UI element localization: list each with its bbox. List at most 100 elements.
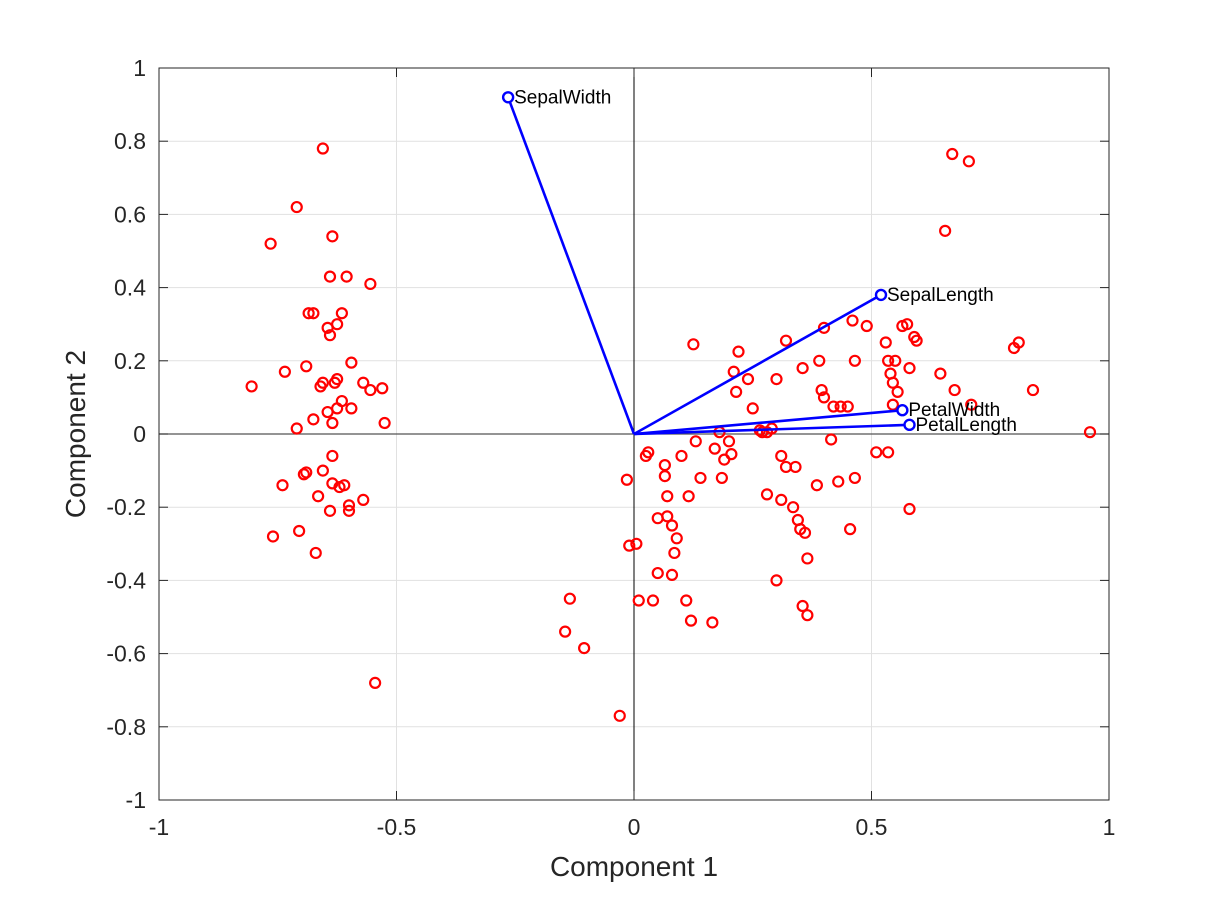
scatter-point (689, 435, 702, 448)
scatter-point (817, 321, 831, 334)
scatter-point (563, 592, 576, 605)
scatter-point (801, 609, 814, 622)
scatter-point (376, 382, 389, 395)
scatter-point (796, 362, 809, 375)
scatter-point (613, 709, 626, 722)
vector-line (633, 293, 882, 436)
y-tick-label: 0.2 (114, 348, 146, 374)
scatter-point (910, 334, 923, 347)
scatter-point (665, 519, 679, 532)
scatter-point (335, 394, 348, 408)
scatter-point (934, 367, 947, 380)
scatter-point (891, 385, 904, 399)
scatter-points (245, 142, 1097, 722)
scatter-point (326, 416, 339, 430)
y-tick-label: 0 (133, 421, 146, 447)
loading-vectors: SepalWidth SepalLength PetalWidthPetalLeng… (501, 87, 1017, 436)
scatter-point (715, 471, 728, 485)
x-axis-label: Component 1 (550, 851, 718, 882)
scatter-point (694, 471, 707, 485)
scatter-point (331, 318, 344, 331)
scatter-point (312, 490, 325, 503)
scatter-point (302, 307, 315, 320)
scatter-point (620, 473, 633, 486)
vector-endpoint-marker (874, 288, 888, 302)
scatter-point (632, 594, 645, 607)
scatter-point (307, 413, 320, 426)
vector-endpoint-marker (903, 418, 916, 432)
scatter-point (658, 469, 671, 483)
scatter-point (357, 376, 370, 389)
scatter-point (860, 319, 873, 333)
scatter-point (903, 502, 916, 516)
x-tick-labels: -1 -0.5 0 0.5 1 (149, 814, 1116, 840)
scatter-point (670, 532, 683, 545)
x-tick-label: -1 (149, 814, 169, 840)
scatter-point (345, 356, 358, 369)
scatter-point (651, 566, 664, 580)
scatter-point (779, 334, 793, 347)
y-tick-label: 0.8 (114, 128, 146, 154)
scatter-point (770, 574, 783, 587)
x-tick-label: 0.5 (856, 814, 888, 840)
scatter-point (939, 224, 952, 237)
scatter-point (708, 442, 721, 455)
scatter-point (630, 537, 643, 550)
scatter-point (338, 479, 351, 492)
scatter-point (316, 376, 329, 389)
scatter-point (770, 373, 783, 386)
scatter-point (300, 466, 313, 479)
scatter-point (962, 155, 975, 168)
scatter-point (675, 449, 688, 463)
scatter-point (732, 345, 745, 358)
scatter-point (886, 398, 899, 411)
scatter-point (300, 360, 313, 373)
scatter-point (706, 616, 719, 629)
scatter-point (848, 471, 861, 485)
scatter-point (323, 270, 337, 283)
scatter-point (787, 501, 800, 514)
axis-ticks (158, 67, 1110, 801)
y-tick-label: -0.6 (106, 641, 146, 667)
scatter-point (682, 490, 695, 503)
x-tick-label: 1 (1103, 814, 1116, 840)
scatter-point (335, 307, 348, 320)
scatter-point (886, 376, 899, 389)
scatter-point (668, 546, 681, 560)
scatter-point (870, 446, 883, 459)
scatter-point (342, 504, 356, 517)
scatter-point (342, 499, 356, 512)
scatter-point (665, 568, 679, 582)
scatter-point (323, 504, 337, 517)
scatter-point (789, 460, 802, 474)
scatter-point (326, 449, 339, 463)
scatter-point (378, 416, 391, 430)
scatter-point (364, 277, 377, 291)
scatter-point (832, 475, 845, 488)
scatter-point (661, 510, 674, 523)
scatter-point (725, 448, 738, 461)
scatter-point (323, 329, 337, 342)
vector-label: PetalWidth (908, 400, 1000, 421)
x-tick-label: 0 (628, 814, 641, 840)
y-tick-label: 0.4 (114, 275, 146, 301)
scatter-point (948, 383, 961, 397)
scatter-point (841, 400, 854, 413)
scatter-point (316, 142, 329, 155)
y-tick-label: -1 (126, 787, 146, 813)
y-tick-label: -0.8 (106, 714, 146, 740)
y-tick-labels: 1 0.8 0.6 0.4 0.2 0 -0.2 -0.4 -0.6 -0.8 -1 (106, 55, 146, 813)
vector-label: SepalWidth (514, 87, 611, 108)
scatter-point (245, 380, 258, 393)
scatter-point (817, 391, 831, 404)
scatter-point (901, 318, 914, 331)
scatter-point (746, 402, 759, 415)
scatter-point (264, 237, 277, 250)
vector-endpoint-marker (896, 404, 909, 417)
y-tick-label: 1 (133, 55, 146, 81)
vector-line (633, 423, 910, 436)
scatter-point (307, 307, 320, 320)
scatter-point (345, 402, 358, 415)
scatter-point (798, 526, 812, 539)
